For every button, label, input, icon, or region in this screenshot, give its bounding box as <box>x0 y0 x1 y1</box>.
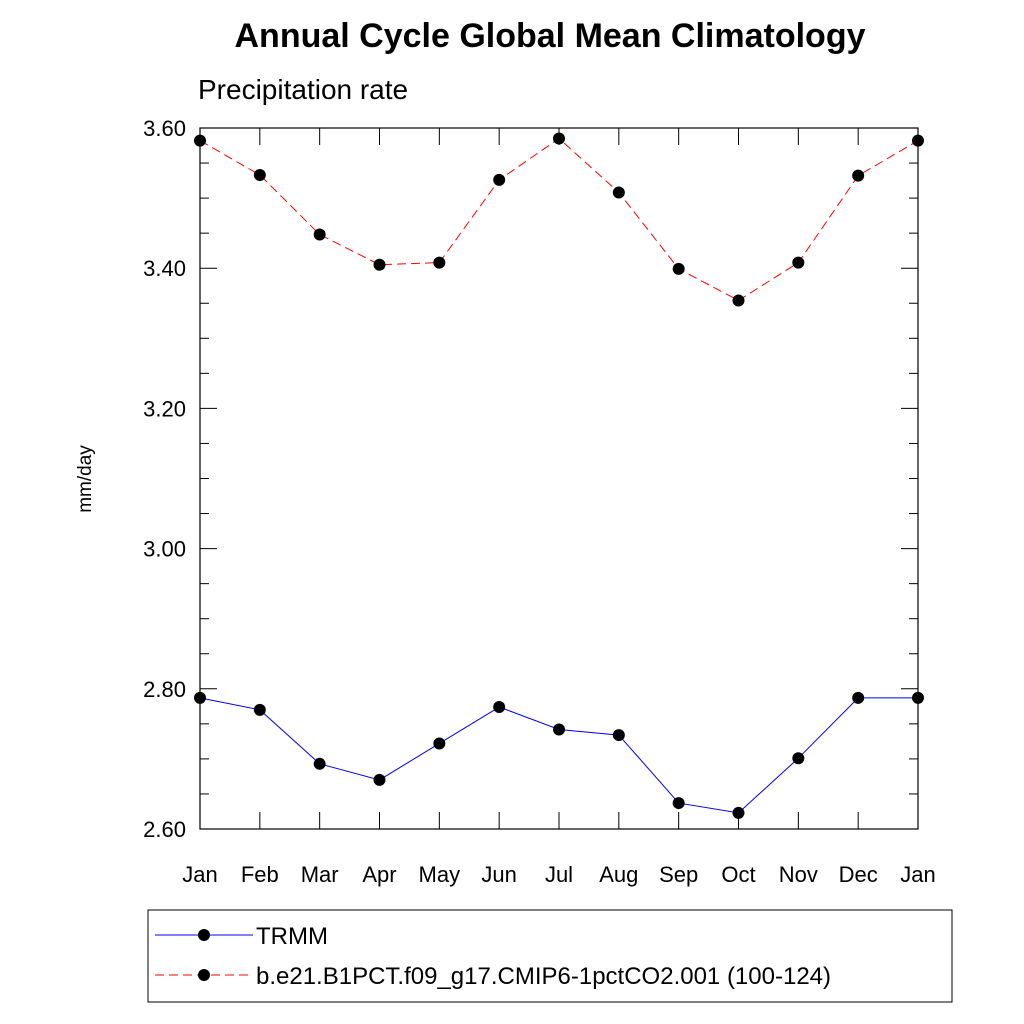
data-point <box>433 256 446 269</box>
x-tick-label: Jan <box>182 862 217 887</box>
x-tick-label: Dec <box>839 862 878 887</box>
legend-marker <box>198 929 210 941</box>
series-line-1 <box>199 697 918 814</box>
chart-title: Annual Cycle Global Mean Climatology <box>235 17 866 55</box>
data-point <box>792 256 805 269</box>
x-tick-label: Sep <box>659 862 698 887</box>
data-point <box>253 168 266 181</box>
series-line-2 <box>199 137 919 302</box>
x-tick-label: Jan <box>900 862 935 887</box>
y-tick-label: 3.00 <box>143 537 186 562</box>
data-point <box>493 701 506 714</box>
data-point <box>373 258 386 271</box>
data-point <box>612 186 625 199</box>
plot-frame <box>199 127 919 830</box>
x-tick-label: Feb <box>241 862 279 887</box>
data-point <box>732 294 745 307</box>
x-tick-label: Apr <box>362 862 396 887</box>
data-point <box>852 691 865 704</box>
y-tick-label: 3.60 <box>143 116 186 141</box>
data-point <box>672 262 685 275</box>
x-tick-label: Jun <box>481 862 516 887</box>
x-tick-label: Mar <box>301 862 339 887</box>
data-point <box>553 132 565 145</box>
y-tick-label: 2.80 <box>143 677 186 702</box>
x-tick-label: May <box>419 862 461 887</box>
x-tick-labels: Jan Feb Mar Apr May Jun Jul Aug Sep Oct Nov Dec Jan <box>182 862 935 887</box>
x-tick-label: Jul <box>545 862 573 887</box>
data-point <box>852 169 865 182</box>
legend: TRMM b.e21.B1PCT.f09_g17.CMIP6-1pctCO2.00… <box>155 923 831 990</box>
data-point <box>433 737 446 750</box>
series-layer <box>194 132 924 819</box>
legend-label: TRMM <box>256 923 328 950</box>
x-tick-label: Aug <box>599 862 638 887</box>
data-point <box>792 752 805 765</box>
data-point <box>553 723 565 736</box>
legend-label: b.e21.B1PCT.f09_g17.CMIP6-1pctCO2.001 (1… <box>256 963 831 990</box>
chart-subtitle: Precipitation rate <box>198 74 408 105</box>
data-point <box>253 703 266 716</box>
legend-marker <box>198 969 210 981</box>
legend-box <box>147 909 953 1003</box>
data-point <box>313 757 326 770</box>
data-point <box>672 797 685 810</box>
data-point <box>612 729 625 742</box>
y-tick-label: 3.40 <box>143 256 186 281</box>
y-tick-label: 3.20 <box>143 396 186 421</box>
data-point <box>732 806 745 819</box>
y-tick-labels: 2.60 2.80 3.00 3.20 3.40 3.60 <box>143 116 186 842</box>
x-tick-label: Oct <box>721 862 755 887</box>
y-axis-label: mm/day <box>75 445 96 513</box>
data-point <box>493 173 506 186</box>
y-tick-label: 2.60 <box>143 817 186 842</box>
x-tick-label: Nov <box>779 862 818 887</box>
data-point <box>313 228 326 241</box>
data-point <box>373 773 386 786</box>
